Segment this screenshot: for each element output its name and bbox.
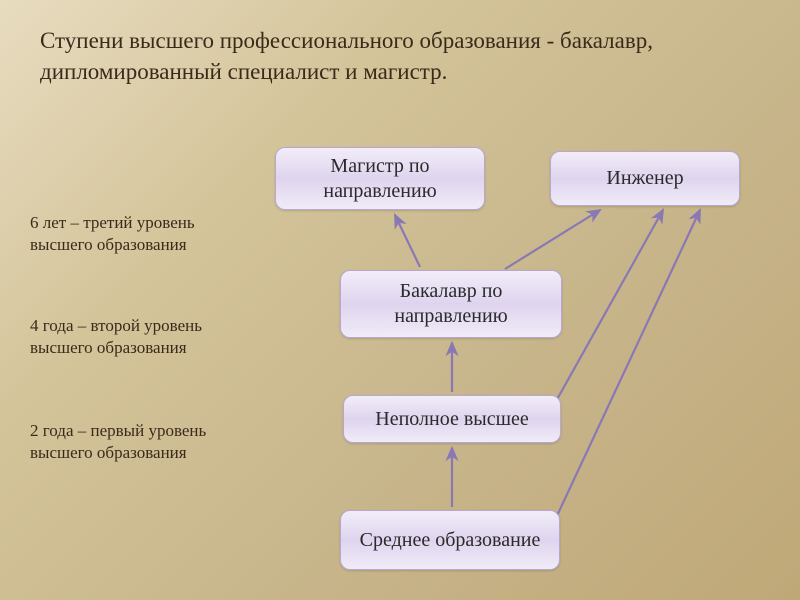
- diagram-container: Ступени высшего профессионального образо…: [0, 0, 800, 600]
- node-secondary: Среднее образование: [340, 510, 560, 570]
- node-bachelor: Бакалавр по направлению: [340, 270, 562, 338]
- edge-bachelor-to-engineer: [505, 210, 600, 269]
- side-label-1: 6 лет – третий уровень высшего образован…: [30, 212, 240, 256]
- side-label-2: 4 года – второй уровень высшего образова…: [30, 315, 240, 359]
- node-master: Магистр по направлению: [275, 147, 485, 210]
- edge-secondary-to-engineer: [555, 210, 700, 520]
- node-engineer: Инженер: [550, 151, 740, 206]
- node-incomplete: Неполное высшее: [343, 395, 561, 443]
- page-title: Ступени высшего профессионального образо…: [40, 25, 740, 87]
- edge-bachelor-to-master: [395, 215, 420, 267]
- side-label-3: 2 года – первый уровень высшего образова…: [30, 420, 240, 464]
- edge-incomplete-to-engineer: [555, 210, 663, 403]
